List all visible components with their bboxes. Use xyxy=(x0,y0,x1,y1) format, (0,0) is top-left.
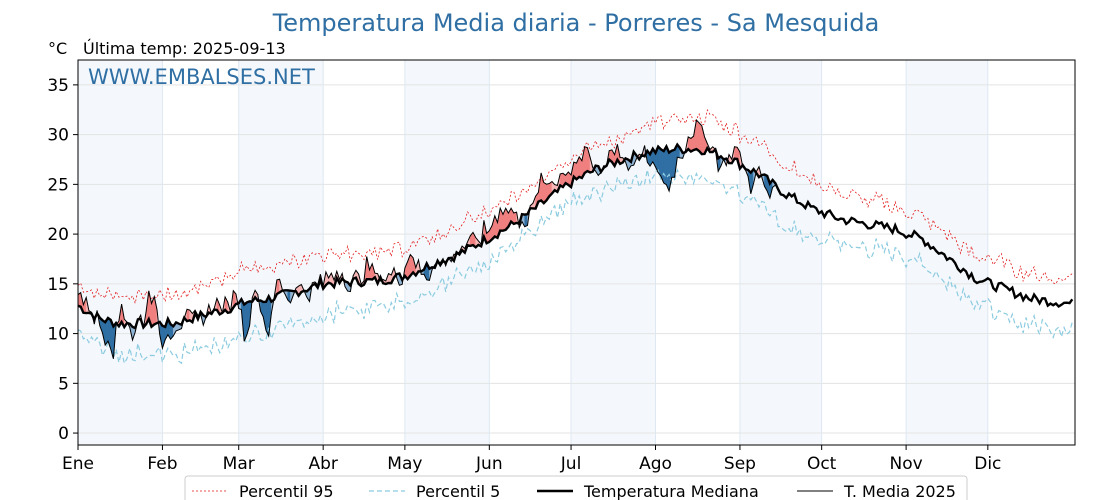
y-tick-label: 10 xyxy=(47,325,69,345)
y-tick-label: 35 xyxy=(47,76,69,96)
series-current-line xyxy=(77,118,776,359)
legend-label-median: Temperatura Mediana xyxy=(583,482,759,500)
x-tick-label: Ago xyxy=(639,454,672,474)
x-tick-label: Abr xyxy=(308,454,337,474)
y-tick-label: 25 xyxy=(47,175,69,195)
legend-label-current: T. Media 2025 xyxy=(843,482,956,500)
month-shade xyxy=(404,60,490,445)
x-tick-label: Feb xyxy=(147,454,177,474)
legend-box xyxy=(184,475,968,500)
x-tick-label: Ene xyxy=(62,454,94,474)
y-tick-label: 15 xyxy=(47,275,69,295)
y-tick-label: 30 xyxy=(47,126,69,146)
legend: Percentil 95 Percentil 5 Temperatura Media… xyxy=(184,475,968,500)
anomaly-above-fill xyxy=(584,146,588,174)
series-p95-line xyxy=(77,108,1073,305)
month-shade xyxy=(571,60,656,445)
anomaly-above-fill xyxy=(734,146,738,160)
x-tick-label: Oct xyxy=(807,454,837,474)
x-tick-label: Nov xyxy=(890,454,923,474)
legend-label-p95: Percentil 95 xyxy=(239,482,334,500)
series-median-line xyxy=(77,142,1074,330)
x-tick-label: Sep xyxy=(724,454,756,474)
y-unit-label: °C xyxy=(48,39,67,58)
chart-title: Temperatura Media diaria - Porreres - Sa… xyxy=(272,9,880,37)
x-tick-label: May xyxy=(387,454,422,474)
x-tick-label: Dic xyxy=(974,454,1001,474)
last-temp-label: Última temp: 2025-09-13 xyxy=(83,39,286,58)
y-tick-label: 0 xyxy=(58,424,69,444)
plot-frame xyxy=(77,59,1076,446)
anomaly-below-fill xyxy=(524,213,528,228)
legend-label-p5: Percentil 5 xyxy=(416,482,500,500)
month-shade xyxy=(739,60,822,445)
anomaly-above-fill xyxy=(696,119,700,152)
month-shade xyxy=(238,60,324,445)
watermark: WWW.EMBALSES.NET xyxy=(88,65,315,89)
x-tick-label: Mar xyxy=(223,454,255,474)
anomaly-above-fill xyxy=(698,122,703,155)
month-shade xyxy=(906,60,988,445)
month-shade xyxy=(78,60,163,445)
x-tick-label: Jul xyxy=(560,454,582,474)
y-tick-label: 5 xyxy=(58,374,69,394)
y-tick-label: 20 xyxy=(47,225,69,245)
x-tick-label: Jun xyxy=(475,454,503,474)
anomaly-below-fill xyxy=(671,149,675,178)
plot-area: 0 5 10 15 20 25 30 35 Ene Feb Mar Abr May Jun Jul Ago Se… xyxy=(47,59,1076,474)
